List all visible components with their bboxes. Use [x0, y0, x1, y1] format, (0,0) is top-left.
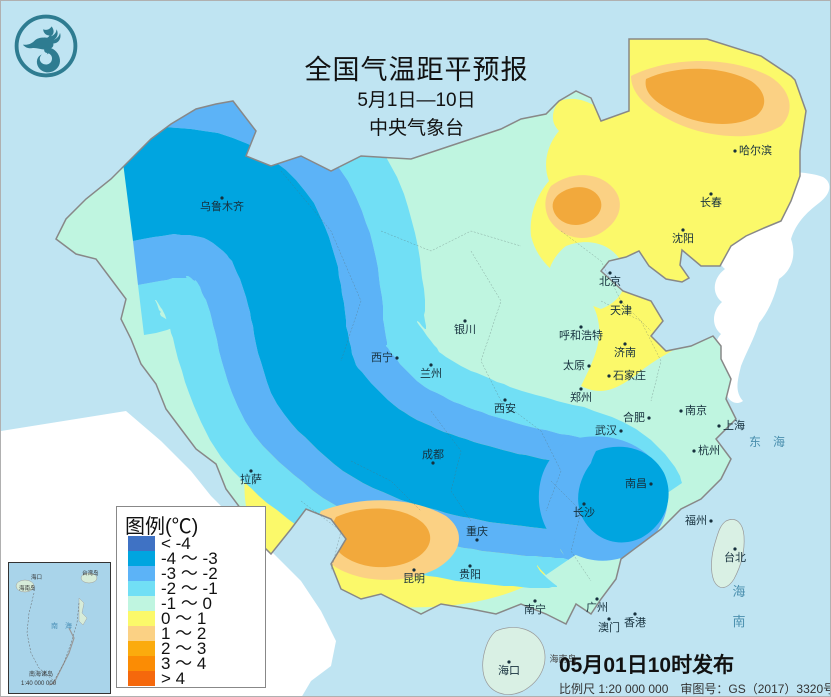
svg-text:贵阳: 贵阳 [459, 568, 481, 581]
svg-text:银川: 银川 [454, 322, 476, 336]
svg-text:长沙: 长沙 [573, 506, 595, 519]
svg-text:济南: 济南 [614, 345, 636, 359]
svg-text:台湾岛: 台湾岛 [82, 569, 99, 577]
svg-text:香港: 香港 [624, 616, 646, 629]
svg-text:海南岛: 海南岛 [19, 584, 36, 592]
svg-text:拉萨: 拉萨 [240, 472, 262, 486]
svg-text:西宁: 西宁 [371, 350, 393, 364]
svg-text:海口: 海口 [31, 573, 42, 581]
svg-text:太原: 太原 [563, 359, 585, 372]
svg-text:武汉: 武汉 [595, 424, 617, 437]
svg-text:石家庄: 石家庄 [613, 368, 646, 382]
svg-text:南宁: 南宁 [524, 602, 546, 616]
svg-text:成都: 成都 [422, 448, 444, 461]
svg-text:长春: 长春 [700, 196, 722, 209]
svg-text:郑州: 郑州 [570, 390, 592, 404]
svg-text:合肥: 合肥 [623, 410, 645, 424]
svg-text:台北: 台北 [724, 550, 746, 564]
svg-text:1:40 000 000: 1:40 000 000 [21, 681, 57, 687]
svg-text:南海诸岛: 南海诸岛 [29, 670, 53, 678]
svg-text:重庆: 重庆 [466, 524, 488, 538]
svg-text:北京: 北京 [599, 274, 621, 288]
svg-text:福州: 福州 [685, 513, 707, 527]
svg-text:呼和浩特: 呼和浩特 [559, 328, 603, 342]
svg-text:乌鲁木齐: 乌鲁木齐 [200, 199, 244, 213]
svg-text:哈尔滨: 哈尔滨 [739, 143, 772, 157]
svg-text:天津: 天津 [610, 304, 632, 317]
svg-text:海口: 海口 [498, 663, 520, 677]
svg-text:广州: 广州 [586, 601, 608, 614]
svg-text:兰州: 兰州 [420, 367, 442, 380]
svg-text:南 海: 南 海 [51, 621, 72, 630]
svg-text:杭州: 杭州 [698, 443, 720, 457]
svg-text:沈阳: 沈阳 [672, 231, 694, 245]
svg-text:南昌: 南昌 [625, 477, 647, 490]
svg-text:昆明: 昆明 [403, 572, 425, 585]
svg-text:西安: 西安 [494, 401, 516, 415]
svg-text:上海: 上海 [723, 418, 745, 432]
svg-text:南京: 南京 [685, 403, 707, 417]
svg-text:澳门: 澳门 [598, 620, 620, 634]
